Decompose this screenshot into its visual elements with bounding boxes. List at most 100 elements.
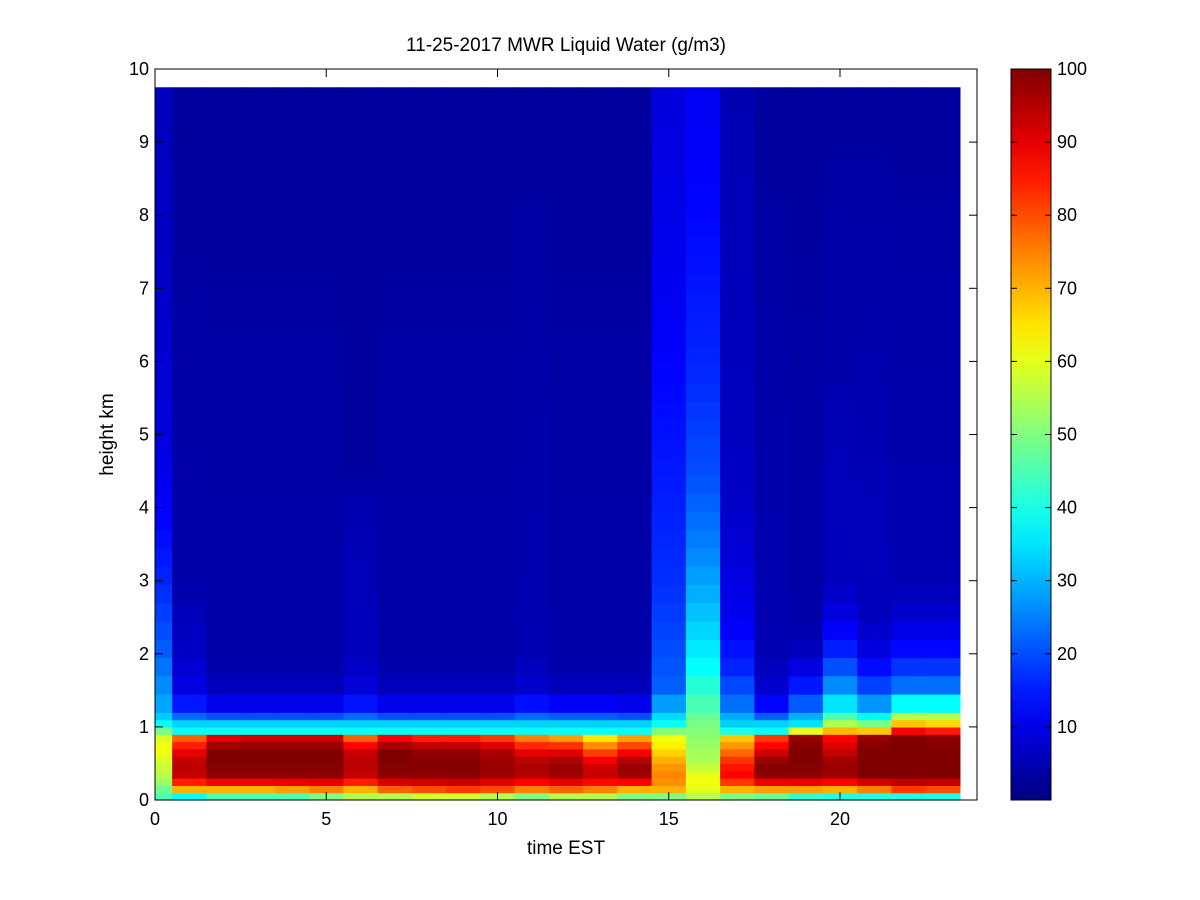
heatmap-cell <box>720 492 755 512</box>
heatmap-cell <box>155 620 173 640</box>
heatmap-cell <box>274 419 310 439</box>
heatmap-cell <box>240 785 276 794</box>
heatmap-cell <box>891 719 927 728</box>
heatmap-cell <box>925 438 961 458</box>
heatmap-cell <box>377 328 413 348</box>
heatmap-cell <box>155 712 173 721</box>
heatmap-cell <box>309 657 344 677</box>
heatmap-cell <box>891 218 927 238</box>
heatmap-cell <box>377 529 413 549</box>
heatmap-cell <box>411 748 447 757</box>
heatmap-cell <box>480 620 516 640</box>
heatmap-cell <box>617 770 653 779</box>
heatmap-cell <box>206 734 242 743</box>
heatmap-cell <box>651 547 687 567</box>
heatmap-cell <box>651 310 687 330</box>
x-axis-title: time EST <box>527 838 606 859</box>
heatmap-cell <box>651 741 687 750</box>
heatmap-cell <box>240 547 276 567</box>
heatmap-cell <box>206 756 242 765</box>
y-tick-label: 0 <box>139 790 149 810</box>
heatmap-cell <box>172 785 207 794</box>
heatmap-cell <box>548 726 584 735</box>
heatmap-cell <box>651 584 687 604</box>
heatmap-cell <box>343 365 379 384</box>
heatmap-cell <box>617 763 653 772</box>
heatmap-cell <box>891 792 927 801</box>
heatmap-cell <box>857 792 892 801</box>
heatmap-cell <box>857 218 892 238</box>
heatmap-cell <box>857 675 892 695</box>
heatmap-cell <box>411 726 447 735</box>
heatmap-cell <box>480 756 516 765</box>
heatmap-cell <box>548 237 584 256</box>
heatmap-cell <box>617 127 653 147</box>
heatmap-cell <box>651 778 687 786</box>
heatmap-cell <box>446 164 481 183</box>
heatmap-cell <box>514 741 550 750</box>
heatmap-cell <box>377 602 413 622</box>
heatmap-cell <box>172 145 207 165</box>
heatmap-cell <box>206 694 242 713</box>
heatmap-cell <box>240 734 276 743</box>
heatmap-cell <box>720 770 755 779</box>
heatmap-cell <box>480 438 516 458</box>
heatmap-cell <box>548 109 584 129</box>
heatmap-cell <box>514 620 550 640</box>
heatmap-cell <box>514 127 550 147</box>
heatmap-cell <box>172 328 207 348</box>
heatmap-cell <box>891 657 927 677</box>
heatmap-cell <box>206 127 242 147</box>
heatmap-cell <box>651 712 687 721</box>
heatmap-cell <box>446 756 481 765</box>
heatmap-cell <box>274 401 310 421</box>
heatmap-cell <box>240 218 276 238</box>
heatmap-cell <box>309 726 344 735</box>
heatmap-cell <box>754 87 790 92</box>
heatmap-cell <box>548 712 584 721</box>
heatmap-cell <box>754 657 790 677</box>
heatmap-cell <box>480 584 516 604</box>
heatmap-cell <box>788 109 824 129</box>
heatmap-cell <box>925 127 961 147</box>
heatmap-cell <box>583 694 618 713</box>
heatmap-cell <box>155 763 173 772</box>
heatmap-cell <box>583 785 618 794</box>
heatmap-cell <box>172 109 207 129</box>
heatmap-cell <box>343 255 379 275</box>
heatmap-cell <box>240 511 276 531</box>
heatmap-cell <box>822 419 858 439</box>
heatmap-cell <box>172 438 207 458</box>
heatmap-cell <box>548 401 584 421</box>
heatmap-cell <box>480 566 516 585</box>
heatmap-cell <box>822 145 858 165</box>
heatmap-cell <box>274 87 310 92</box>
heatmap-cell <box>274 756 310 765</box>
y-tick-label: 5 <box>139 425 149 445</box>
heatmap-cell <box>583 218 618 238</box>
heatmap-cell <box>206 602 242 622</box>
heatmap-cell <box>155 726 173 735</box>
heatmap-cell <box>548 87 584 92</box>
heatmap-cell <box>788 748 824 757</box>
heatmap-cell <box>411 511 447 531</box>
heatmap-cell <box>206 310 242 330</box>
heatmap-cell <box>617 90 653 110</box>
heatmap-cell <box>155 584 173 604</box>
heatmap-cell <box>206 547 242 567</box>
heatmap-cell <box>891 734 927 743</box>
heatmap-cell <box>274 145 310 165</box>
heatmap-cell <box>411 109 447 129</box>
heatmap-cell <box>925 792 961 801</box>
heatmap-cell <box>857 237 892 256</box>
heatmap-cell <box>617 109 653 129</box>
heatmap-cell <box>891 438 927 458</box>
heatmap-cell <box>651 529 687 549</box>
heatmap-cell <box>925 200 961 220</box>
heatmap-cell <box>343 127 379 147</box>
heatmap-cell <box>274 127 310 147</box>
heatmap-cell <box>309 694 344 713</box>
heatmap-cell <box>788 726 824 735</box>
heatmap-cell <box>514 492 550 512</box>
heatmap-cell <box>240 657 276 677</box>
